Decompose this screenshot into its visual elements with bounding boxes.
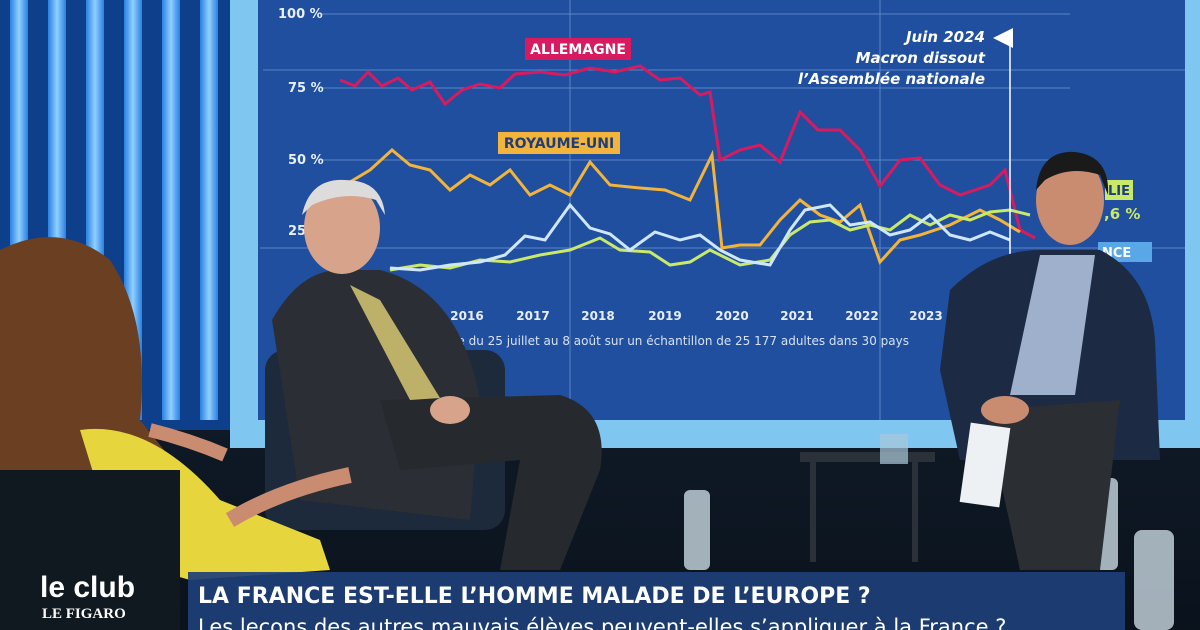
uk-tag bbox=[498, 132, 620, 154]
italy-label: LIE bbox=[1108, 184, 1130, 199]
year-label: 2017 bbox=[516, 309, 549, 323]
annotation-line: Macron dissout bbox=[856, 49, 986, 67]
banner-title: LA FRANCE EST-ELLE L’HOMME MALADE DE L’E… bbox=[198, 584, 871, 609]
uk-label: ROYAUME-UNI bbox=[504, 136, 614, 152]
side-table bbox=[800, 452, 935, 462]
table-leg bbox=[912, 462, 918, 562]
germany-tag bbox=[525, 38, 631, 60]
y-label: 75 % bbox=[288, 81, 324, 96]
italy-tag bbox=[1105, 180, 1133, 200]
year-label: 2021 bbox=[780, 309, 813, 323]
screen-chart-lines bbox=[339, 64, 1036, 272]
bottle bbox=[1134, 530, 1174, 630]
light-strips bbox=[0, 0, 230, 430]
banner-subtitle: Les leçons des autres mauvais élèves peu… bbox=[198, 615, 1006, 630]
bottle bbox=[684, 490, 710, 570]
year-label: 2022 bbox=[845, 309, 878, 323]
guest-right bbox=[940, 151, 1160, 570]
year-label: 2016 bbox=[450, 309, 483, 323]
year-label: 2018 bbox=[581, 309, 614, 323]
annotation-flag bbox=[993, 28, 1013, 48]
year-label: 2023 bbox=[909, 309, 942, 323]
logo: le club LE FIGARO bbox=[40, 571, 135, 622]
year-label: 2019 bbox=[648, 309, 681, 323]
screen-grid bbox=[260, 0, 1185, 420]
banner bbox=[188, 572, 1125, 630]
glass bbox=[880, 434, 908, 464]
annotation-line: Juin 2024 bbox=[903, 28, 985, 46]
table-leg bbox=[810, 462, 816, 562]
italy-value: ,6 % bbox=[1104, 205, 1140, 223]
y-label: 50 % bbox=[288, 153, 324, 168]
germany-label: ALLEMAGNE bbox=[530, 42, 626, 58]
logo-line1: le club bbox=[40, 571, 135, 604]
source-note: ée du 25 juillet au 8 août sur un échant… bbox=[450, 334, 909, 348]
year-labels: 2016 2017 2018 2019 2020 2021 2022 2023 bbox=[450, 309, 942, 323]
annotation-line: l’Assemblée nationale bbox=[798, 70, 985, 88]
y-label: 25 bbox=[288, 224, 306, 239]
host-left bbox=[0, 237, 352, 630]
year-label: 2020 bbox=[715, 309, 748, 323]
logo-line2: LE FIGARO bbox=[42, 606, 126, 622]
y-label: 100 % bbox=[278, 7, 323, 22]
